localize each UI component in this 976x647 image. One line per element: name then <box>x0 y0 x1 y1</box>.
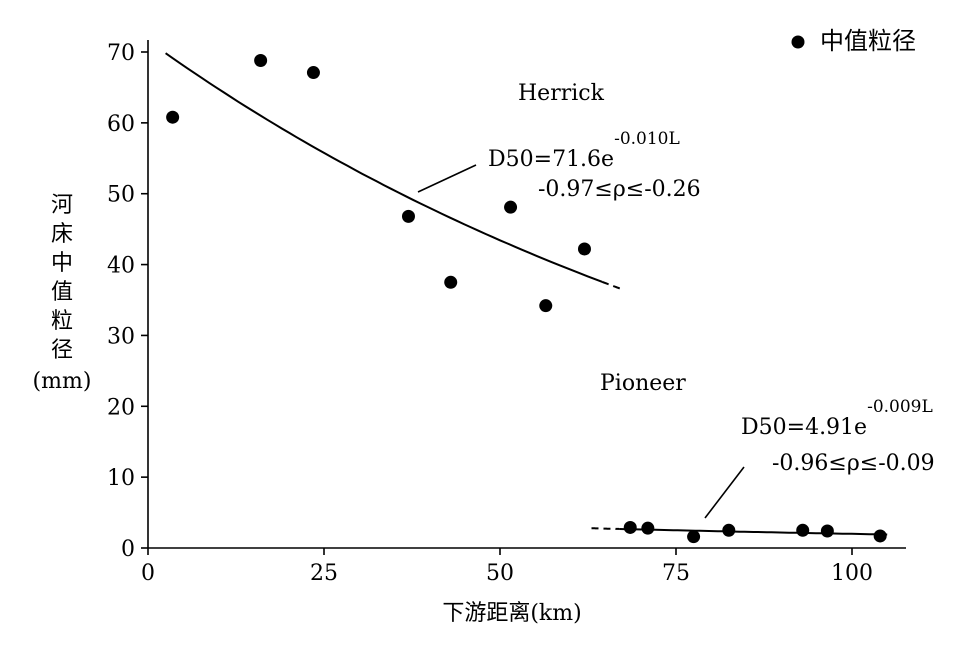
data-point-pioneer <box>722 523 736 537</box>
pioneer-rho-range: -0.96≤ρ≤-0.09 <box>772 451 935 476</box>
herrick-eq-exponent: -0.010L <box>614 129 680 149</box>
data-point-pioneer <box>641 521 655 535</box>
svg-text:D50=4.91e-0.009L: D50=4.91e-0.009L <box>741 397 933 440</box>
pioneer-fit-curve <box>619 528 888 536</box>
axes <box>147 40 906 549</box>
pioneer-equation: D50=4.91e-0.009L -0.96≤ρ≤-0.09 <box>704 397 935 519</box>
y-tick-label: 30 <box>107 324 135 349</box>
data-point-pioneer <box>687 530 701 544</box>
y-tick-label: 70 <box>107 41 135 66</box>
y-axis-title-char: 粒 <box>51 309 73 334</box>
x-tick-label: 75 <box>662 561 690 586</box>
pioneer-eq-exponent: -0.009L <box>867 397 933 417</box>
x-tick-label: 25 <box>310 561 338 586</box>
y-axis-title-char: 床 <box>51 222 73 247</box>
data-point-pioneer <box>796 523 810 537</box>
data-point-herrick <box>166 110 180 124</box>
data-point-herrick <box>306 66 320 80</box>
herrick-fit-extension <box>601 280 624 291</box>
x-tick-label: 50 <box>486 561 514 586</box>
data-point-herrick <box>401 209 415 223</box>
y-axis-title-char: 河 <box>51 193 73 218</box>
x-ticks: 0 25 50 75 100 <box>141 548 873 586</box>
x-tick-label: 100 <box>831 561 873 586</box>
pioneer-group-label: Pioneer <box>600 371 686 396</box>
legend-marker <box>791 35 805 49</box>
y-tick-label: 0 <box>121 537 135 562</box>
data-point-herrick <box>539 299 553 313</box>
data-point-herrick <box>254 54 268 68</box>
data-point-pioneer <box>623 520 637 534</box>
y-axis-title-char: 值 <box>51 280 73 305</box>
x-axis-title: 下游距离(km) <box>442 601 581 626</box>
herrick-eq-base: D50=71.6e <box>488 147 614 172</box>
y-axis-title-char: 中 <box>51 251 73 276</box>
pioneer-eq-base: D50=4.91e <box>741 415 867 440</box>
data-point-pioneer <box>873 529 887 543</box>
pioneer-leader-line <box>704 466 745 519</box>
herrick-fit-curve <box>165 52 603 283</box>
data-point-pioneer <box>820 524 834 538</box>
herrick-equation: D50=71.6e-0.010L -0.97≤ρ≤-0.26 <box>417 129 701 202</box>
data-point-herrick <box>504 200 518 214</box>
svg-text:D50=71.6e-0.010L: D50=71.6e-0.010L <box>488 129 680 172</box>
x-tick-label: 0 <box>141 561 155 586</box>
legend-label: 中值粒径 <box>820 27 916 55</box>
data-point-herrick <box>577 242 591 256</box>
y-axis-title-char: 径 <box>51 338 73 363</box>
fit-lines <box>165 52 888 536</box>
herrick-leader-line <box>417 164 477 193</box>
herrick-rho-range: -0.97≤ρ≤-0.26 <box>538 177 701 202</box>
y-tick-label: 50 <box>107 183 135 208</box>
y-tick-label: 40 <box>107 254 135 279</box>
herrick-group-label: Herrick <box>518 81 605 106</box>
data-points <box>166 54 887 544</box>
legend: 中值粒径 <box>791 27 916 55</box>
y-axis-title-char: (mm) <box>33 369 92 394</box>
y-ticks: 0 10 20 30 40 50 60 70 <box>107 41 148 562</box>
pioneer-fit-extension <box>591 527 620 530</box>
y-tick-label: 10 <box>107 466 135 491</box>
y-tick-label: 60 <box>107 112 135 137</box>
data-point-herrick <box>444 275 458 289</box>
y-tick-label: 20 <box>107 395 135 420</box>
